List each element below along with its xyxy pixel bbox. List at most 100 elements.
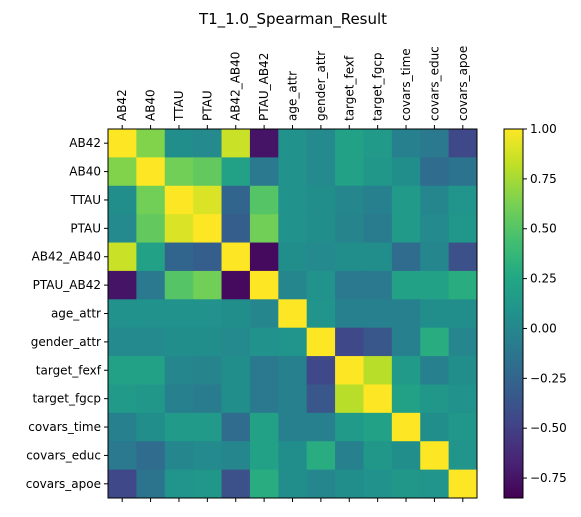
heatmap-cell — [335, 441, 364, 471]
heatmap-cell — [363, 327, 393, 357]
heatmap-cell — [164, 356, 194, 385]
heatmap-cell — [221, 185, 251, 215]
heatmap-cell — [306, 441, 336, 471]
heatmap-cell — [306, 356, 336, 385]
heatmap-cell — [448, 157, 478, 187]
heatmap-cell — [448, 185, 478, 215]
heatmap-cell — [420, 299, 450, 329]
heatmap-cell — [108, 270, 137, 300]
y-tick-label: AB40 — [69, 165, 101, 179]
heatmap-cell — [136, 356, 166, 385]
colorbar-tick-label: 0.25 — [530, 272, 557, 286]
heatmap-cell — [391, 469, 421, 499]
heatmap-cell — [278, 185, 308, 215]
heatmap-cell — [335, 157, 364, 187]
heatmap-cell — [363, 185, 393, 215]
heatmap-cell — [249, 185, 279, 215]
heatmap-cell — [193, 441, 222, 471]
colorbar — [503, 128, 524, 499]
y-axis: AB42 AB40 TTAU PTAU AB42_AB40 PTAU_AB42 age_at… — [26, 136, 108, 491]
heatmap-cell — [391, 214, 421, 243]
heatmap-cell — [136, 242, 166, 272]
x-tick-label: covars_apoe — [456, 46, 470, 121]
heatmap-cell — [278, 214, 308, 243]
heatmap-cell — [448, 469, 478, 499]
heatmap-cell — [164, 242, 194, 272]
heatmap-cell — [221, 356, 251, 385]
heatmap-cell — [136, 270, 166, 300]
heatmap-cell — [420, 129, 450, 158]
heatmap-cell — [193, 327, 222, 357]
heatmap-cell — [391, 412, 421, 442]
heatmap-cell — [221, 469, 251, 499]
heatmap-cell — [221, 384, 251, 414]
x-axis-top: AB42 AB40 TTAU PTAU AB42_AB40 PTAU_AB42 age_at… — [115, 46, 470, 129]
heatmap-cell — [306, 270, 336, 300]
heatmap-cell — [420, 157, 450, 187]
heatmap-cell — [448, 384, 478, 414]
heatmap-cell — [193, 384, 222, 414]
heatmap-cell — [335, 356, 364, 385]
y-tick-label: covars_apoe — [26, 477, 101, 491]
heatmap-cell — [136, 412, 166, 442]
heatmap-cell — [221, 214, 251, 243]
heatmap-cell — [249, 270, 279, 300]
heatmap-cell — [164, 412, 194, 442]
heatmap-cell — [420, 384, 450, 414]
x-tick-label: PTAU_AB42 — [257, 53, 271, 121]
heatmap-cell — [420, 441, 450, 471]
heatmap-cell — [136, 441, 166, 471]
heatmap-cell — [221, 270, 251, 300]
heatmap-cell — [420, 185, 450, 215]
y-tick-label: TTAU — [69, 193, 101, 207]
heatmap-cell — [278, 384, 308, 414]
heatmap-cell — [335, 129, 364, 158]
y-tick-label: target_fgcp — [32, 392, 101, 406]
x-tick-label: TTAU — [172, 90, 186, 122]
heatmap-cell — [221, 327, 251, 357]
heatmap-cell — [391, 327, 421, 357]
heatmap-cell — [193, 129, 222, 158]
heatmap-cell — [108, 356, 137, 385]
heatmap-cell — [278, 469, 308, 499]
x-tick-label: AB42_AB40 — [229, 52, 243, 121]
x-axis-bottom — [121, 498, 464, 502]
heatmap-cell — [278, 441, 308, 471]
heatmap-cell — [108, 469, 137, 499]
colorbar-tick-label: 1.00 — [530, 122, 557, 136]
colorbar-tick-label: −0.75 — [530, 471, 567, 485]
heatmap-cell — [363, 157, 393, 187]
heatmap-cell — [221, 412, 251, 442]
heatmap-cell — [136, 129, 166, 158]
heatmap-cell — [420, 356, 450, 385]
heatmap-cell — [420, 214, 450, 243]
heatmap-cell — [164, 129, 194, 158]
heatmap-cell — [363, 270, 393, 300]
heatmap-cells — [108, 129, 478, 499]
heatmap-cell — [249, 469, 279, 499]
heatmap-cell — [249, 384, 279, 414]
x-tick-label: covars_time — [399, 48, 413, 121]
heatmap-cell — [136, 327, 166, 357]
heatmap-cell — [136, 214, 166, 243]
heatmap-cell — [335, 327, 364, 357]
heatmap-cell — [448, 129, 478, 158]
x-tick-label: age_attr — [286, 71, 300, 121]
heatmap-cell — [136, 299, 166, 329]
heatmap-cell — [391, 185, 421, 215]
heatmap-cell — [108, 185, 137, 215]
heatmap-cell — [164, 469, 194, 499]
heatmap-cell — [363, 469, 393, 499]
heatmap-cell — [249, 242, 279, 272]
heatmap-cell — [193, 214, 222, 243]
colorbar-tick-label: 0.75 — [530, 172, 557, 186]
heatmap-cell — [335, 185, 364, 215]
heatmap-cell — [164, 157, 194, 187]
heatmap-cell — [363, 299, 393, 329]
heatmap-cell — [420, 270, 450, 300]
heatmap-cell — [448, 327, 478, 357]
heatmap-cell — [249, 214, 279, 243]
heatmap-cell — [448, 242, 478, 272]
heatmap-cell — [306, 327, 336, 357]
